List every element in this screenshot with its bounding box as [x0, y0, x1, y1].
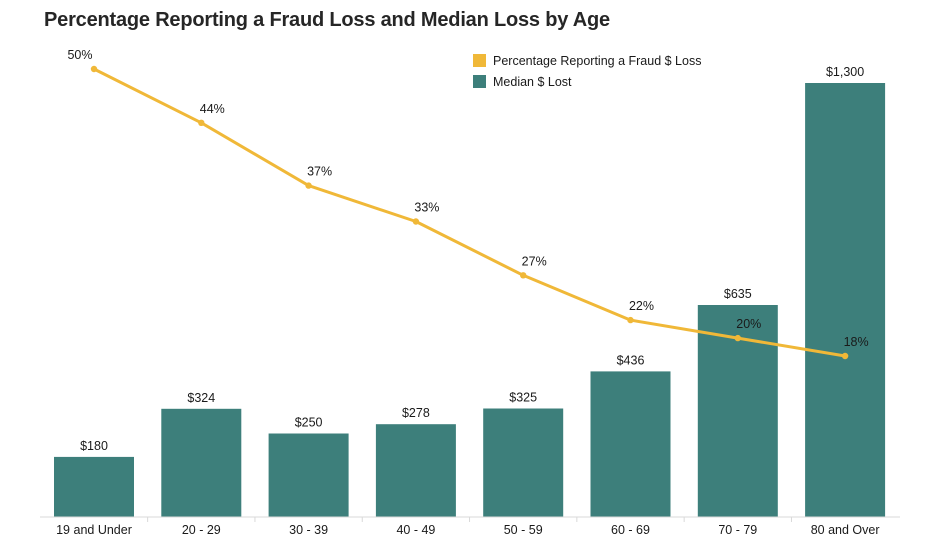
line-path	[93, 67, 846, 358]
category-label-5: 50 - 59	[504, 523, 543, 537]
bar-2	[161, 408, 242, 517]
line-label-2: 44%	[200, 102, 225, 116]
line-series	[90, 65, 849, 360]
bar-series	[54, 83, 886, 517]
bar-label-8: $1,300	[826, 65, 864, 79]
line-label-4: 33%	[414, 201, 439, 215]
legend-label-1: Percentage Reporting a Fraud $ Loss	[493, 54, 701, 68]
line-label-5: 27%	[522, 254, 547, 268]
line-label-3: 37%	[307, 165, 332, 179]
bar-3	[268, 433, 349, 517]
chart-title: Percentage Reporting a Fraud Loss and Me…	[44, 9, 610, 31]
legend-swatch-2	[473, 75, 486, 88]
category-label-6: 60 - 69	[611, 523, 650, 537]
legend-swatch-1	[473, 54, 486, 67]
category-label-3: 30 - 39	[289, 523, 328, 537]
line-point-3	[305, 182, 312, 189]
bar-label-5: $325	[509, 391, 537, 405]
x-axis	[40, 516, 900, 522]
line-point-2	[198, 119, 205, 127]
legend-label-2: Median $ Lost	[493, 75, 572, 89]
category-label-4: 40 - 49	[396, 523, 435, 537]
bar-5	[483, 408, 564, 517]
line-label-7: 20%	[736, 317, 761, 331]
category-label-7: 70 - 79	[718, 523, 757, 537]
line-point-7	[734, 334, 741, 342]
legend: Percentage Reporting a Fraud $ Loss Media…	[473, 54, 701, 89]
bar-label-3: $250	[295, 416, 323, 430]
category-label-1: 19 and Under	[56, 523, 132, 537]
line-point-6	[627, 316, 634, 324]
line-label-8: 18%	[844, 335, 869, 349]
bar-label-2: $324	[187, 391, 215, 405]
line-point-5	[520, 272, 527, 279]
bar-4	[375, 424, 456, 517]
bar-label-4: $278	[402, 406, 430, 420]
line-label-6: 22%	[629, 299, 654, 313]
line-point-4	[412, 218, 420, 225]
bar-1	[54, 456, 134, 517]
line-point-8	[841, 352, 849, 360]
category-label-2: 20 - 29	[182, 523, 221, 537]
category-label-8: 80 and Over	[811, 523, 880, 537]
bar-label-6: $436	[617, 353, 645, 367]
bar-label-1: $180	[80, 439, 108, 453]
bar-label-7: $635	[724, 287, 752, 301]
bar-8	[805, 83, 886, 517]
data-labels: $180 $324 $250 $278 $325 $436 $635 $1,300 50% 44%…	[67, 48, 868, 453]
line-point-1	[90, 65, 98, 73]
bar-6	[590, 371, 671, 517]
line-label-1: 50%	[67, 48, 92, 62]
category-labels: 19 and Under 20 - 29 30 - 39 40 - 49 50 - 59…	[56, 523, 879, 537]
